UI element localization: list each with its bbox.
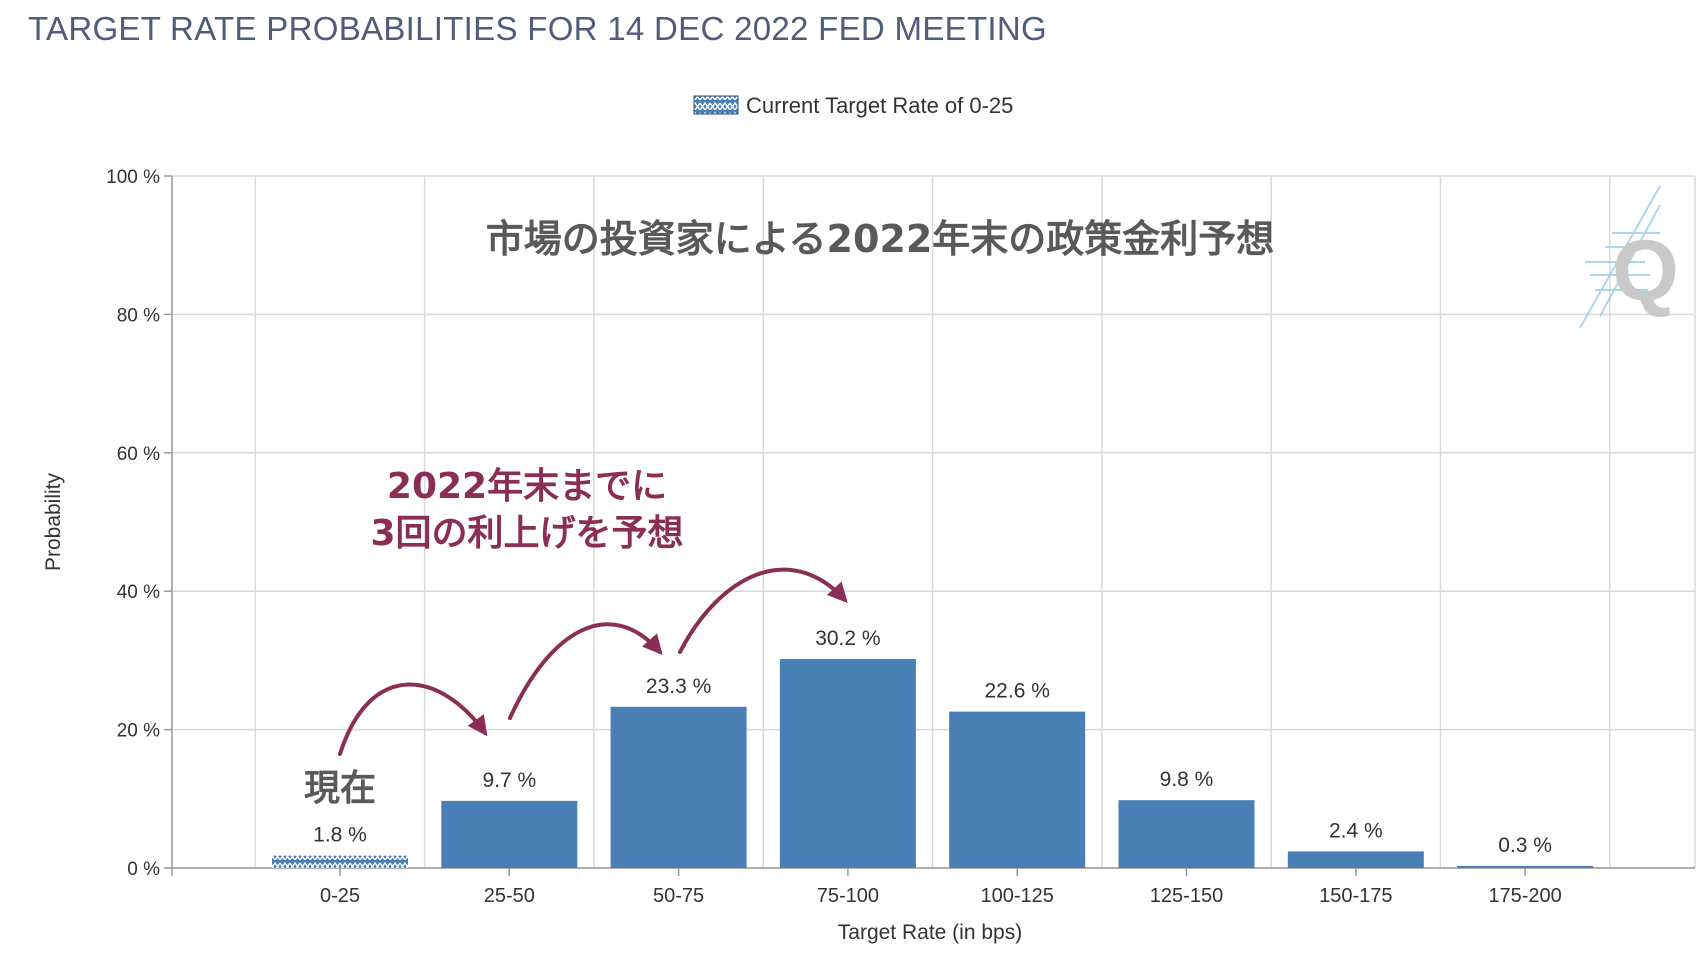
data-label: 30.2 % (815, 627, 880, 650)
legend: Current Target Rate of 0-25 (693, 93, 1013, 118)
y-axis-title: Probability (42, 472, 65, 571)
grid (172, 175, 1696, 869)
data-label: 0.3 % (1498, 834, 1552, 857)
annotation-line-1: 2022年末までに (387, 466, 667, 507)
y-tick-label: 60 % (117, 444, 160, 465)
data-label: 22.6 % (985, 680, 1050, 703)
bar (610, 706, 747, 868)
data-label: 2.4 % (1329, 819, 1383, 842)
x-tick-label: 100-125 (980, 885, 1053, 907)
x-tick-label: 75-100 (817, 885, 879, 907)
x-tick-label: 150-175 (1319, 885, 1392, 907)
current-rate-label: 現在 (304, 768, 376, 809)
y-tick-label: 80 % (117, 305, 160, 326)
bars (272, 659, 1594, 868)
watermark-letter: Q (1612, 223, 1679, 319)
data-labels: 1.8 % 9.7 % 23.3 % 30.2 % 22.6 % 9.8 % 2.4 % 0.… (313, 627, 1552, 857)
bar (1287, 851, 1424, 868)
arrow-hike-2 (508, 622, 663, 720)
arrow-hike-3 (678, 567, 848, 654)
rate-hike-arrows (338, 567, 848, 756)
x-tick-label: 0-25 (320, 885, 360, 907)
bar (949, 711, 1086, 868)
annotation-line-2: 3回の利上げを予想 (370, 513, 683, 554)
chart-title: TARGET RATE PROBABILITIES FOR 14 DEC 202… (28, 10, 1047, 47)
y-tick-label: 40 % (117, 582, 160, 603)
x-axis-title: Target Rate (in bps) (838, 921, 1022, 944)
arrow-hike-1 (338, 682, 488, 756)
bar (1118, 800, 1255, 868)
y-tick-label: 20 % (117, 721, 160, 742)
bar (779, 659, 916, 868)
bar-current-rate (272, 855, 408, 868)
overlay-heading: 市場の投資家による2022年末の政策金利予想 (486, 217, 1275, 261)
data-label: 1.8 % (313, 824, 367, 847)
x-tick-label: 25-50 (484, 885, 535, 907)
legend-swatch (693, 95, 739, 115)
watermark-logo: Q (1579, 185, 1679, 329)
y-tick-label: 0 % (127, 859, 160, 880)
bar (1457, 865, 1594, 868)
axes: 0 % 20 % 40 % 60 % 80 % 100 % 0-25 25-50 50-75 75… (106, 167, 1695, 907)
x-tick-label: 125-150 (1150, 885, 1223, 907)
data-label: 9.8 % (1160, 768, 1214, 791)
x-tick-label: 50-75 (653, 885, 704, 907)
y-tick-label: 100 % (106, 167, 160, 188)
data-label: 9.7 % (482, 769, 536, 792)
legend-label: Current Target Rate of 0-25 (746, 93, 1013, 118)
x-tick-label: 175-200 (1488, 885, 1561, 907)
data-label: 23.3 % (646, 675, 711, 698)
bar (441, 800, 578, 868)
